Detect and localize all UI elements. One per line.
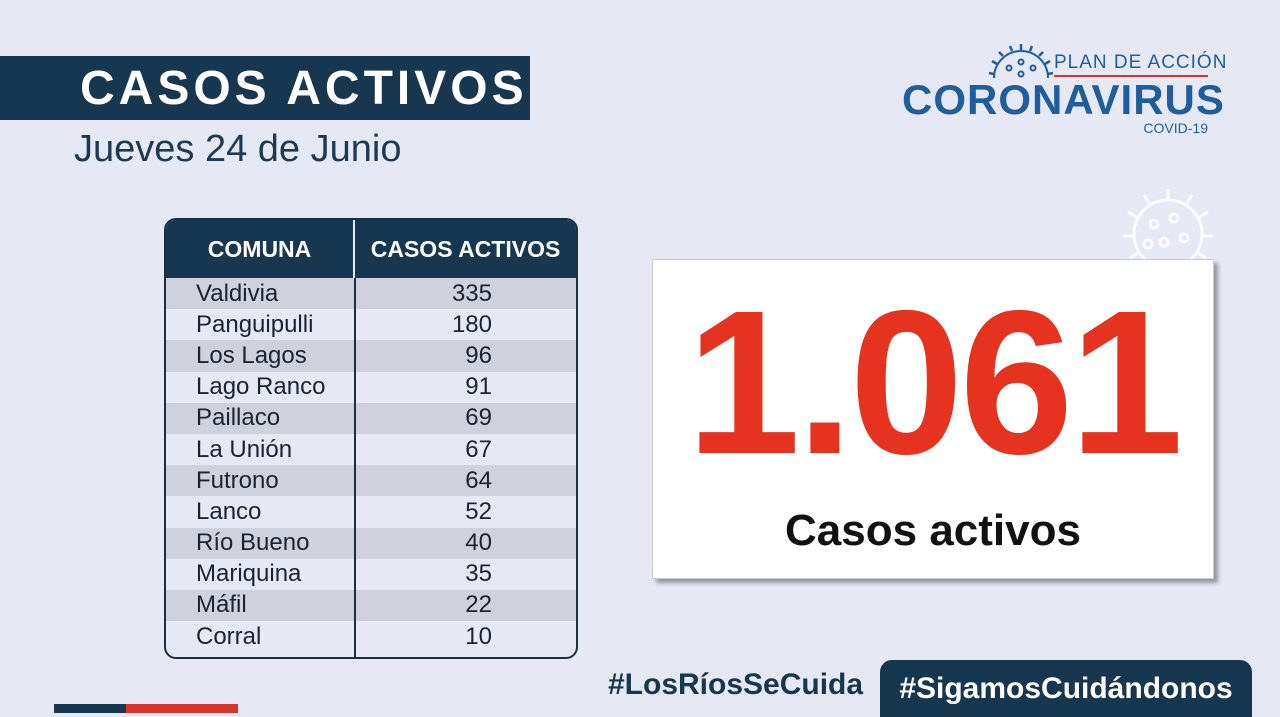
comuna-cell: Panguipulli [196, 310, 314, 338]
logo-plan-text: PLAN DE ACCIÓN [1054, 52, 1228, 73]
footer-color-bar [54, 704, 238, 713]
page-title: CASOS ACTIVOS [80, 61, 528, 115]
casos-cell: 52 [465, 497, 492, 525]
table-row: Paillaco 69 [166, 402, 576, 434]
title-banner: CASOS ACTIVOS [0, 56, 530, 120]
header-comuna: COMUNA [166, 220, 356, 278]
table-row: Valdivia 335 [166, 278, 576, 310]
table-row: Los Lagos 96 [166, 340, 576, 372]
comuna-cell: Lanco [196, 497, 262, 525]
table-row: Máfil 22 [166, 589, 576, 622]
table-row: Futrono 64 [166, 465, 576, 497]
logo-name: CORONAVIRUS [902, 76, 1225, 123]
date-subtitle: Jueves 24 de Junio [74, 128, 402, 170]
hashtag-sigamos-banner: #SigamosCuidándonos [880, 660, 1252, 717]
table-row: Panguipulli 180 [166, 309, 576, 340]
comuna-cell: Río Bueno [196, 529, 310, 557]
footer-bar-red [126, 704, 238, 713]
table-row: Mariquina 35 [166, 559, 576, 590]
footer-bar-blue [54, 704, 126, 713]
casos-cell: 91 [465, 373, 492, 401]
virus-decoration-icon [1123, 189, 1213, 262]
comuna-cell: La Unión [196, 435, 293, 463]
table-row: Río Bueno 40 [166, 527, 576, 559]
comuna-cell: Mariquina [196, 560, 302, 588]
coronavirus-logo: PLAN DE ACCIÓN CORONAVIRUS COVID-19 [900, 40, 1226, 140]
casos-cell: 22 [465, 591, 492, 619]
casos-cell: 180 [451, 310, 492, 338]
total-cases-card: 1.061 Casos activos [652, 259, 1214, 579]
casos-cell: 69 [465, 404, 492, 432]
active-cases-table: COMUNA CASOS ACTIVOS Valdivia 335 Panguip… [164, 218, 578, 659]
table-row: Lago Ranco 91 [166, 372, 576, 403]
table-header: COMUNA CASOS ACTIVOS [166, 220, 576, 278]
casos-cell: 96 [465, 341, 492, 369]
logo-divider [1054, 75, 1208, 77]
comuna-cell: Futrono [196, 466, 279, 494]
header-casos-activos: CASOS ACTIVOS [370, 235, 561, 262]
casos-cell: 67 [465, 435, 492, 463]
table-body: Valdivia 335 Panguipulli 180 Los Lagos 96 L… [166, 278, 576, 657]
table-row: Corral 10 [166, 621, 576, 652]
casos-cell: 335 [451, 279, 492, 307]
table-row: Lanco 52 [166, 496, 576, 527]
comuna-cell: Valdivia [196, 279, 279, 307]
total-cases-value: 1.061 [686, 268, 1183, 497]
comuna-cell: Los Lagos [196, 341, 307, 369]
table-row: La Unión 67 [166, 434, 576, 465]
virus-icon [988, 44, 1054, 79]
hashtag-los-rios: #LosRíosSeCuida [608, 668, 864, 701]
casos-cell: 35 [465, 560, 492, 588]
total-cases-label: Casos activos [785, 506, 1081, 555]
casos-cell: 40 [465, 529, 492, 557]
hashtag-sigamos: #SigamosCuidándonos [899, 671, 1233, 705]
comuna-cell: Máfil [196, 591, 247, 619]
comuna-cell: Lago Ranco [196, 373, 326, 401]
logo-subtitle: COVID-19 [1143, 120, 1208, 136]
comuna-cell: Corral [196, 622, 262, 650]
casos-cell: 64 [465, 466, 492, 494]
comuna-cell: Paillaco [196, 404, 281, 432]
casos-cell: 10 [465, 622, 492, 650]
